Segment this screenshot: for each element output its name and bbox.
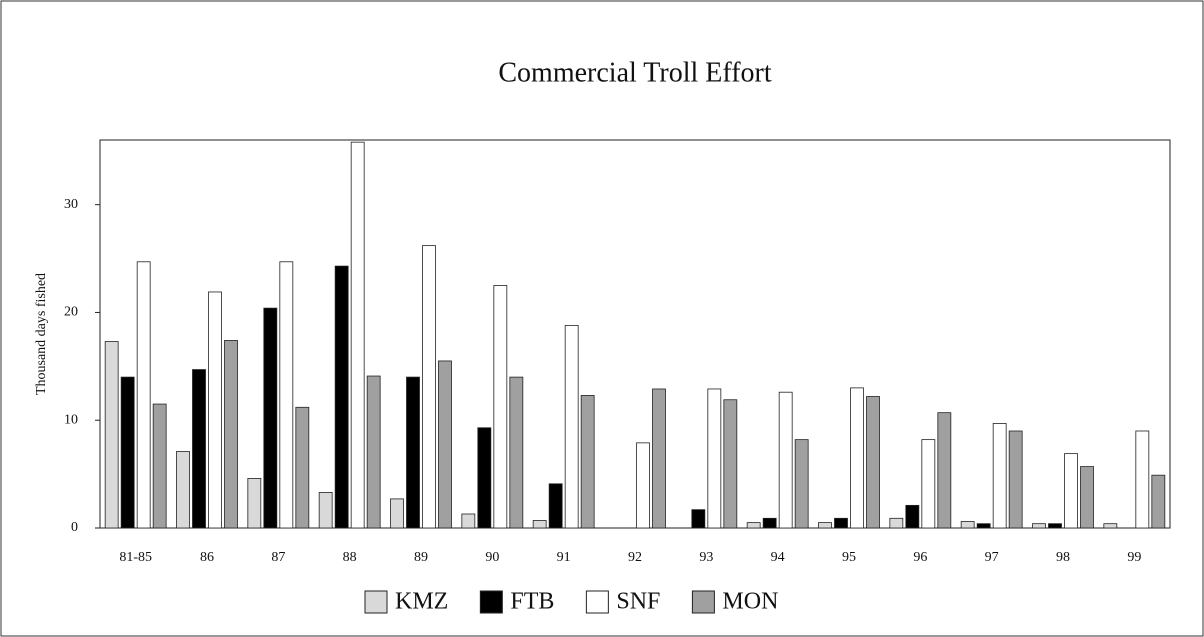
legend-swatch	[585, 590, 609, 614]
bar	[366, 375, 381, 529]
bar	[390, 498, 404, 529]
bar	[850, 387, 864, 529]
bar	[224, 340, 238, 529]
bar	[960, 521, 975, 529]
x-tick-label: 86	[200, 550, 214, 565]
y-tick-label: 20	[64, 305, 78, 320]
bar	[564, 324, 579, 529]
legend-label: SNF	[616, 589, 660, 615]
bar	[208, 291, 222, 529]
x-tick-label: 98	[1056, 550, 1070, 565]
bar	[818, 522, 832, 529]
bar	[509, 376, 524, 529]
bar	[461, 513, 476, 529]
bar	[120, 376, 135, 529]
y-tick-label: 0	[71, 520, 78, 535]
bar	[937, 412, 952, 529]
bar	[976, 523, 991, 529]
bar	[548, 483, 563, 529]
legend-label: FTB	[510, 589, 554, 615]
bar	[1008, 430, 1023, 529]
x-tick-label: 90	[485, 550, 499, 565]
plot-area	[99, 139, 1171, 529]
bar	[778, 391, 793, 529]
x-tick-label: 92	[628, 550, 642, 565]
bar	[691, 509, 706, 529]
bar	[192, 369, 206, 529]
bar	[1048, 523, 1062, 529]
y-axis-label: Thousand days fished	[34, 273, 49, 395]
bar	[794, 439, 809, 529]
x-tick-label: 99	[1127, 550, 1141, 565]
x-tick-label: 88	[343, 550, 357, 565]
bar	[834, 517, 848, 529]
bar	[636, 442, 650, 529]
bar	[1103, 523, 1118, 529]
bar	[905, 504, 920, 529]
bar	[921, 439, 936, 529]
bar	[406, 376, 420, 529]
bar	[334, 265, 349, 529]
bar	[493, 285, 508, 529]
x-tick-label: 94	[771, 550, 785, 565]
x-tick-label: 96	[913, 550, 927, 565]
bar	[652, 388, 666, 529]
bar	[136, 261, 151, 529]
chart-title: Commercial Troll Effort	[498, 57, 771, 88]
bar	[992, 423, 1007, 529]
bar	[318, 492, 333, 529]
bar	[176, 451, 190, 529]
x-tick-label: 87	[271, 550, 285, 565]
bar	[1080, 466, 1094, 529]
bar	[263, 307, 278, 529]
legend-swatch	[364, 590, 388, 614]
x-tick-label: 93	[699, 550, 713, 565]
legend-swatch	[691, 590, 715, 614]
bar	[279, 261, 294, 529]
bar	[247, 478, 262, 529]
bar	[746, 522, 761, 529]
x-tick-label: 91	[557, 550, 571, 565]
y-tick-label: 30	[64, 197, 78, 212]
bar	[1151, 474, 1166, 529]
bar	[723, 399, 738, 529]
bar	[152, 403, 167, 529]
bar	[1032, 523, 1046, 529]
bar	[707, 388, 722, 529]
x-tick-label: 95	[842, 550, 856, 565]
legend-swatch	[479, 590, 503, 614]
bar	[580, 395, 595, 529]
bar	[762, 517, 777, 529]
bar	[104, 341, 119, 529]
bar	[1135, 430, 1150, 529]
y-tick-label: 10	[64, 412, 78, 427]
bar	[532, 520, 547, 529]
bar	[438, 360, 452, 529]
x-tick-label: 97	[985, 550, 999, 565]
legend-label: MON	[722, 589, 778, 615]
bar	[889, 517, 904, 529]
bar	[1064, 453, 1078, 529]
x-tick-label: 81-85	[119, 550, 152, 565]
bar	[866, 396, 880, 529]
bar	[295, 406, 310, 529]
x-tick-label: 89	[414, 550, 428, 565]
bar	[350, 141, 365, 529]
legend-label: KMZ	[395, 589, 448, 615]
bar	[422, 245, 436, 529]
bar	[477, 427, 492, 529]
